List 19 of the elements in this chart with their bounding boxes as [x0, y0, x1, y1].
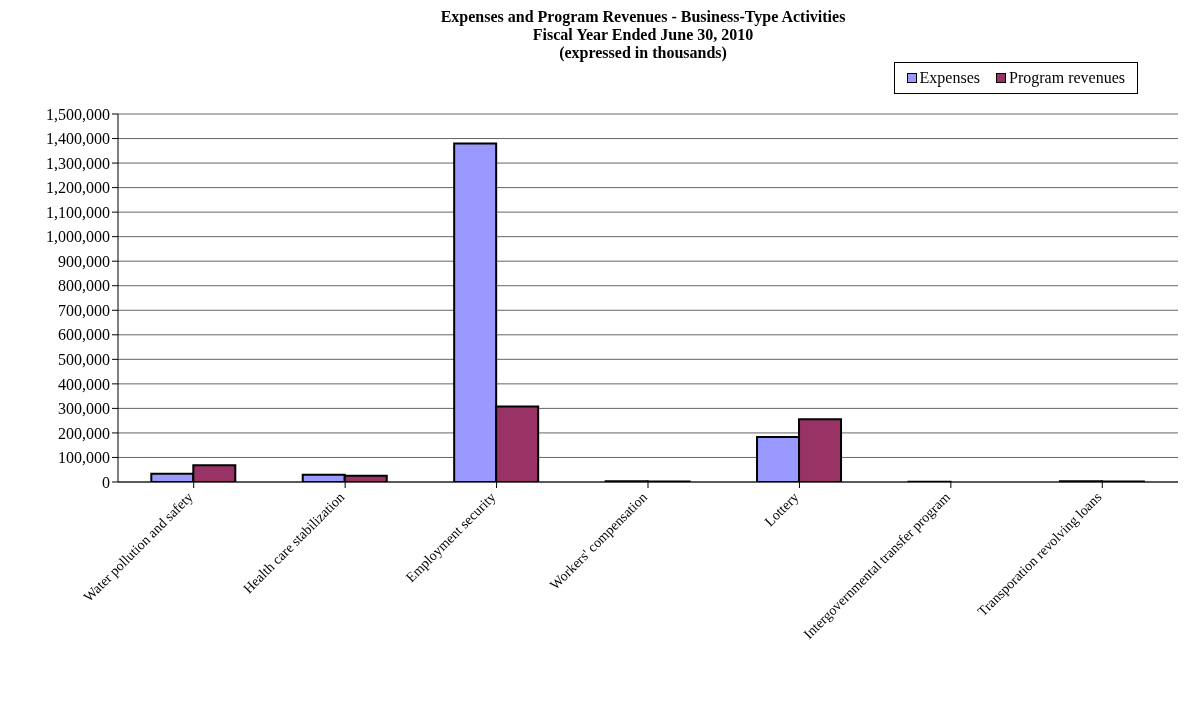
y-tick-label: 800,000	[58, 277, 110, 295]
y-tick-label: 400,000	[58, 375, 110, 393]
y-tick-label: 1,500,000	[46, 105, 110, 123]
chart-title: Expenses and Program Revenues - Business-Type Activities Fiscal Year Ended June 30, 2010 (expressed in thousands)	[439, 8, 847, 62]
y-tick-label: 1,200,000	[46, 179, 110, 197]
y-tick-label: 0	[102, 473, 110, 491]
y-tick-label: 700,000	[58, 301, 110, 319]
y-tick-label: 1,100,000	[46, 203, 110, 221]
y-tick-label: 900,000	[58, 252, 110, 270]
y-tick-label: 200,000	[58, 424, 110, 442]
y-tick-label: 1,000,000	[46, 228, 110, 246]
y-tick-label: 100,000	[58, 449, 110, 467]
y-tick-label: 600,000	[58, 326, 110, 344]
y-tick-label: 300,000	[58, 400, 110, 418]
legend-label: Program revenues	[1008, 69, 1125, 87]
legend-label: Expenses	[918, 69, 981, 87]
y-tick-label: 1,300,000	[46, 154, 110, 172]
y-tick-label: 1,400,000	[46, 130, 110, 148]
y-tick-label: 500,000	[58, 351, 110, 369]
